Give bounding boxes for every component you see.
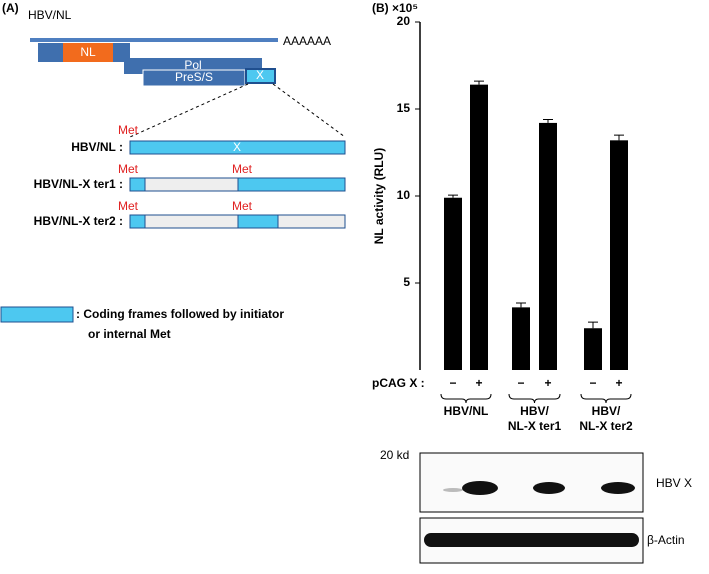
error-bar — [448, 194, 458, 198]
scale-label: ×10⁵ — [392, 1, 418, 15]
x-label: X — [233, 140, 241, 154]
met-label: Met — [232, 199, 253, 213]
error-bar — [474, 80, 484, 85]
row-label: HBV/NL-X ter2 : — [34, 214, 123, 228]
group-label: HBV/ — [592, 404, 621, 418]
bar — [610, 140, 628, 370]
bar — [470, 84, 488, 370]
group-label: HBV/ — [520, 404, 549, 418]
y-tick-label: 15 — [397, 101, 411, 115]
noncoding-bar — [277, 214, 346, 229]
met-label: Met — [118, 123, 139, 137]
error-bar — [516, 302, 526, 308]
y-tick-label: 20 — [397, 14, 411, 28]
bar — [444, 197, 462, 370]
x-tick-label: + — [475, 376, 482, 390]
noncoding-bar — [144, 177, 239, 192]
legend-text: : Coding frames followed by initiator — [76, 307, 284, 321]
genome-line — [30, 38, 278, 42]
band-label: HBV X — [656, 476, 692, 490]
x-tick-label: − — [517, 376, 524, 390]
y-axis-label: NL activity (RLU) — [372, 148, 386, 244]
band — [601, 482, 635, 494]
group-label: NL-X ter1 — [508, 419, 562, 433]
blot: 20 kd HBV X β-Actin — [380, 448, 692, 564]
band-label: β-Actin — [647, 533, 685, 547]
y-tick-label: 10 — [397, 188, 411, 202]
noncoding-bar — [144, 214, 239, 229]
marker-label: 20 kd — [380, 448, 409, 462]
panel-a: (A) HBV/NL AAAAAA NL Pol PreS/S X HBV/NL… — [0, 1, 346, 341]
group-brace — [440, 393, 492, 404]
polya-label: AAAAAA — [283, 34, 331, 48]
x-axis-label: pCAG X : — [372, 376, 425, 390]
x-tick-label: + — [615, 376, 622, 390]
panel-label: (A) — [2, 1, 19, 15]
band — [424, 533, 639, 547]
x-box — [245, 68, 276, 84]
orf-bar — [129, 214, 146, 229]
panel-label: (B) — [372, 1, 389, 15]
error-bar — [614, 134, 624, 141]
bar — [512, 307, 530, 370]
bar — [584, 328, 602, 370]
nl-box — [63, 43, 113, 62]
met-label: Met — [118, 162, 139, 176]
x-tick-label: − — [589, 376, 596, 390]
zoom-line — [129, 83, 249, 138]
row-label: HBV/NL-X ter1 : — [34, 177, 123, 191]
orf-bar — [129, 177, 146, 192]
row-label: HBV/NL : — [71, 140, 123, 154]
blot-box — [419, 452, 644, 513]
bar — [539, 122, 557, 370]
orf-bar — [129, 140, 346, 155]
zoom-line — [272, 83, 346, 138]
orf-bar — [237, 214, 279, 229]
error-bar — [543, 118, 553, 123]
band — [443, 488, 463, 492]
legend-swatch — [0, 306, 74, 323]
met-label: Met — [232, 162, 253, 176]
orf-bar — [237, 177, 346, 192]
construct-label: HBV/NL — [28, 8, 72, 22]
group-brace — [508, 393, 561, 404]
pres-label: PreS/S — [175, 70, 213, 84]
group-brace — [580, 393, 632, 404]
band — [533, 482, 565, 494]
panel-b: (B) ×10⁵ NL activity (RLU) pCAG X : 5 10 1… — [372, 1, 633, 433]
x-tick-label: + — [544, 376, 551, 390]
y-tick-label: 5 — [403, 275, 410, 289]
x-label: X — [256, 68, 264, 82]
pol-label: Pol — [184, 58, 201, 72]
x-tick-label: − — [449, 376, 456, 390]
group-label: HBV/NL — [444, 404, 489, 418]
band — [462, 481, 498, 495]
legend-text: or internal Met — [88, 327, 171, 341]
error-bar — [588, 321, 598, 329]
met-label: Met — [118, 199, 139, 213]
nl-label: NL — [80, 45, 96, 59]
group-label: NL-X ter2 — [579, 419, 633, 433]
